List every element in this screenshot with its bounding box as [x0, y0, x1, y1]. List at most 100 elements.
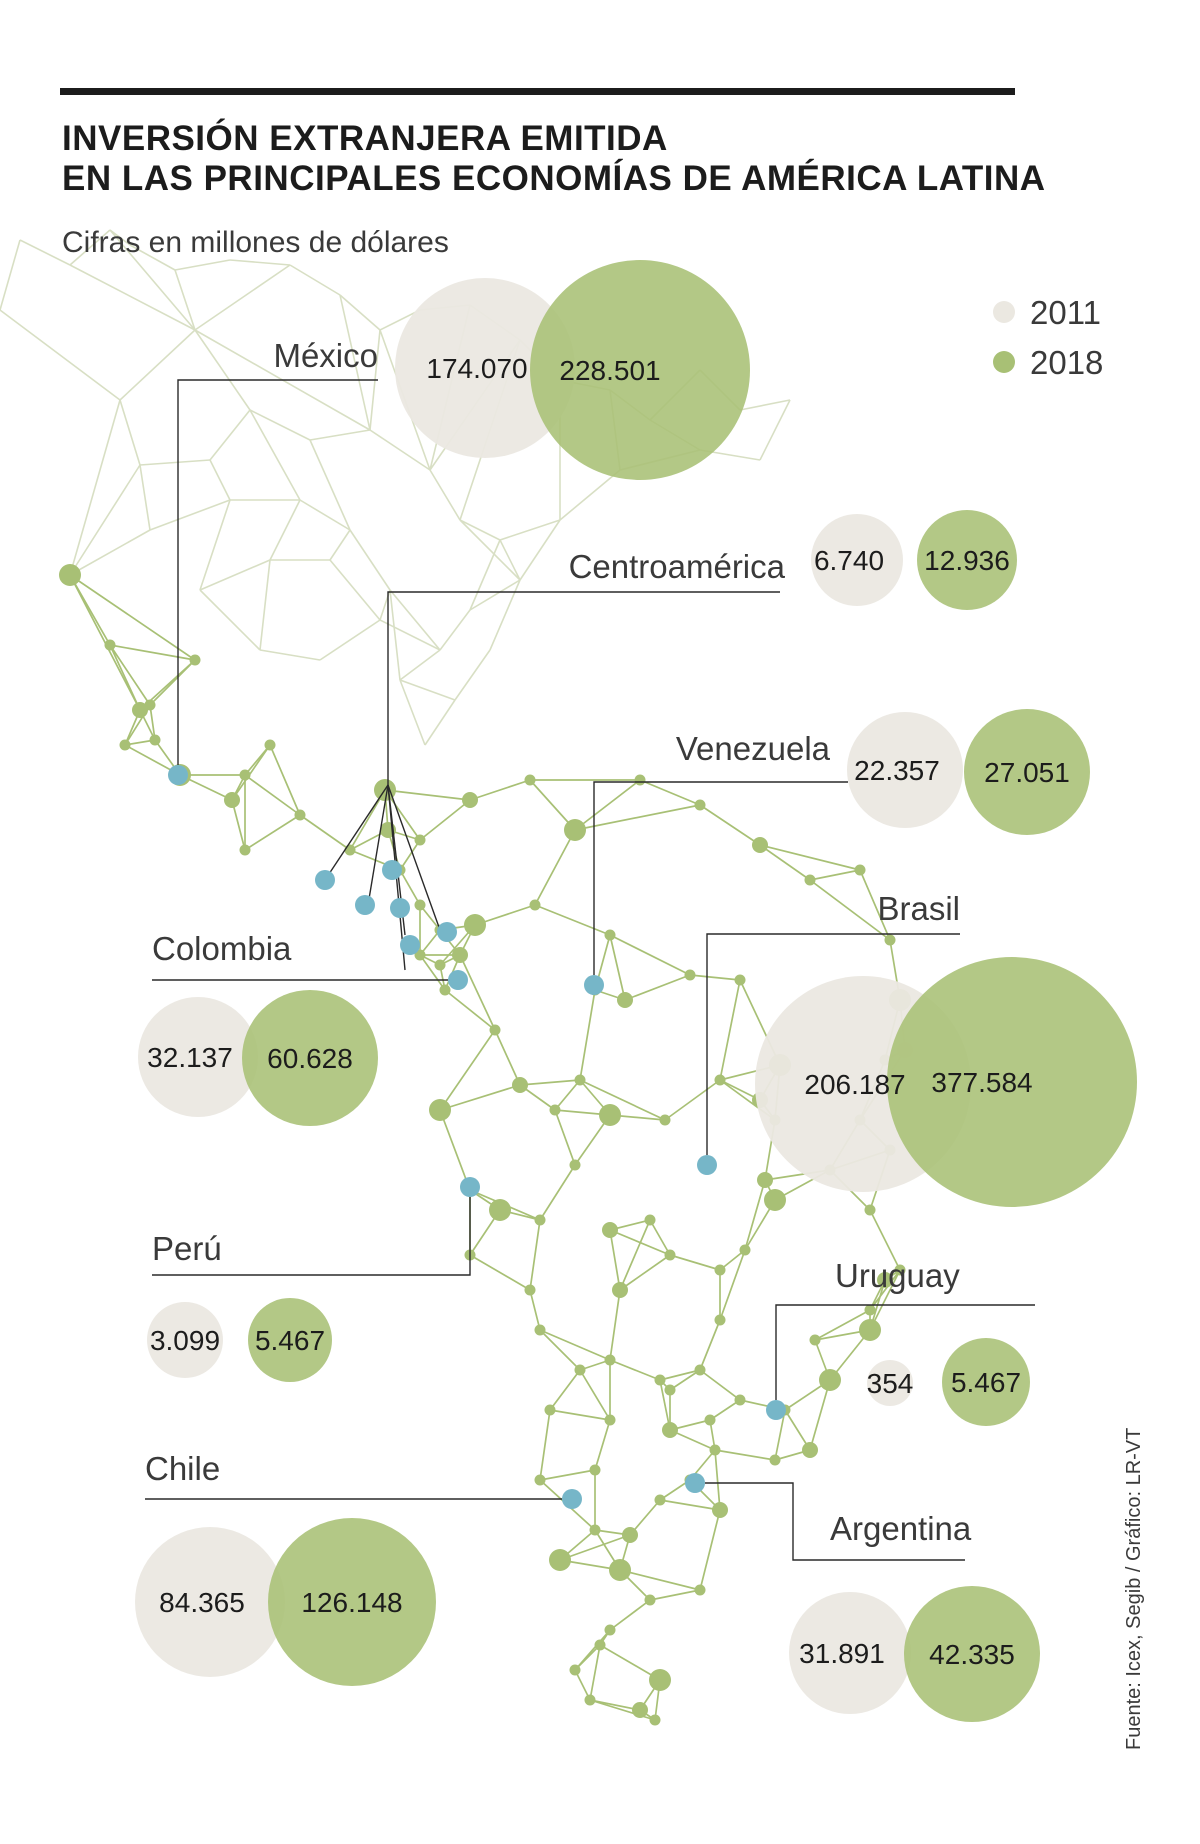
value-label-2011-venezuela: 22.357 [854, 755, 940, 786]
map-edge [231, 799, 246, 851]
map-edge-light [69, 399, 121, 576]
map-edge [609, 1599, 651, 1631]
map-edge [574, 804, 701, 831]
map-edge-light [249, 409, 311, 441]
map-node [599, 1104, 621, 1126]
value-label-2011-chile: 84.365 [159, 1587, 245, 1618]
map-node [709, 1444, 721, 1456]
map-network [0, 229, 913, 1726]
map-node [864, 1304, 876, 1316]
map-node [489, 1024, 501, 1036]
map-edge [744, 1179, 766, 1251]
capital-node-central-2 [355, 895, 375, 915]
map-edge [599, 1644, 661, 1681]
map-edge-light [559, 469, 621, 521]
value-label-2011-argentina: 31.891 [799, 1638, 885, 1669]
map-node [662, 1422, 678, 1438]
map-edge [69, 574, 141, 711]
map-edge-light [199, 559, 271, 591]
map-edge [609, 934, 691, 976]
country-group-mexico: México 174.070 228.501 [273, 260, 750, 480]
value-label-2018-uruguay: 5.467 [951, 1367, 1021, 1398]
map-edge [494, 1029, 521, 1086]
map-edge-light [0, 239, 21, 311]
map-edge-light [499, 539, 521, 581]
value-label-2011-colombia: 32.137 [147, 1042, 233, 1073]
map-edge [519, 1079, 581, 1086]
map-node [712, 1502, 728, 1518]
map-edge [669, 1429, 716, 1451]
map-edge [609, 1289, 621, 1361]
map-edge [439, 1084, 521, 1111]
map-node [549, 1104, 561, 1116]
map-edge [809, 1379, 831, 1451]
map-node [564, 819, 586, 841]
map-node [644, 1214, 656, 1226]
map-edge [69, 574, 196, 661]
map-edge [539, 1164, 576, 1221]
map-node [239, 844, 251, 856]
map-edge-light [339, 294, 381, 331]
map-edge-light [319, 619, 381, 661]
map-node [602, 1222, 618, 1238]
map-node [694, 1584, 706, 1596]
map-edge-light [69, 529, 151, 576]
map-edge-light [194, 264, 291, 331]
map-edge [539, 1409, 551, 1481]
map-edge [869, 1269, 901, 1331]
bubble-2018-uruguay [942, 1338, 1030, 1426]
map-node [524, 1284, 536, 1296]
bubble-2011-chile [135, 1527, 285, 1677]
map-edge [719, 979, 741, 1081]
bubble-2011-centroamerica [811, 514, 903, 606]
value-label-2011-peru: 3.099 [150, 1325, 220, 1356]
map-node [649, 1669, 671, 1691]
map-edge [699, 1509, 721, 1591]
map-node [769, 1454, 781, 1466]
map-node [589, 1524, 601, 1536]
map-edge [559, 1534, 631, 1561]
map-edge-light [379, 619, 441, 651]
map-edge [419, 954, 446, 991]
map-node [574, 1364, 586, 1376]
chart-title-line-1: INVERSIÓN EXTRANJERA EMITIDA [62, 118, 668, 158]
map-edge [869, 1209, 901, 1271]
bubble-2018-peru [248, 1298, 332, 1382]
map-node [439, 984, 451, 996]
map-node [622, 1527, 638, 1543]
map-edge [589, 1699, 641, 1711]
map-edge [269, 744, 301, 816]
map-node [149, 734, 161, 746]
map-node [877, 1272, 893, 1288]
bubble-2018-argentina [904, 1586, 1040, 1722]
map-edge-light [379, 309, 421, 331]
map-edge [624, 974, 691, 1001]
map-edge-light [759, 399, 791, 461]
map-edge [244, 814, 301, 851]
map-node [434, 959, 446, 971]
map-node [649, 1714, 661, 1726]
map-node [694, 799, 706, 811]
map-edge [869, 1269, 901, 1311]
map-edge [534, 904, 611, 936]
map-node [802, 1442, 818, 1458]
map-node [604, 929, 616, 941]
bubble-2018-brasil [887, 957, 1137, 1207]
country-label-mexico: México [273, 337, 378, 374]
map-edge [399, 839, 421, 871]
map-edge-light [469, 539, 501, 611]
capital-node-mexico [168, 765, 188, 785]
bubble-2011-venezuela [847, 712, 963, 828]
map-node [224, 792, 240, 808]
capital-node-chile [562, 1489, 582, 1509]
map-edge [709, 1399, 741, 1421]
central-america-fan-line [387, 784, 441, 931]
country-label-chile: Chile [145, 1450, 220, 1487]
value-label-2018-argentina: 42.335 [929, 1639, 1015, 1670]
map-edge [759, 844, 861, 871]
map-edge [669, 1254, 721, 1271]
map-edge [809, 869, 861, 881]
map-edge [619, 1569, 701, 1591]
country-group-brasil: Brasil 206.187 377.584 [755, 890, 1137, 1207]
